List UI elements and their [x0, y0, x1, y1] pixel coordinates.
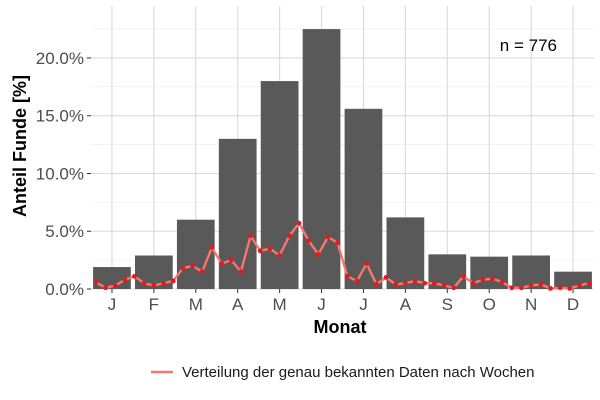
weekly-point	[470, 280, 476, 286]
grid	[91, 6, 594, 290]
weekly-point	[161, 280, 166, 286]
weekly-point	[93, 279, 99, 285]
weekly-point	[393, 281, 399, 287]
weekly-point	[132, 273, 137, 279]
weekly-point	[267, 246, 273, 251]
weekly-point	[335, 240, 341, 246]
x-tick-label: D	[567, 295, 579, 314]
weekly-point	[422, 280, 428, 286]
bar-8	[386, 217, 425, 289]
weekly-point	[373, 281, 379, 287]
weekly-point	[538, 281, 544, 287]
bar-7	[344, 108, 383, 290]
y-axis-title: Anteil Funde [%]	[10, 75, 30, 217]
weekly-point	[190, 263, 195, 269]
bars	[93, 29, 592, 290]
weekly-point	[480, 277, 486, 283]
bar-4	[218, 138, 257, 289]
x-tick-label: S	[442, 295, 453, 314]
weekly-point	[548, 286, 553, 291]
weekly-point	[499, 279, 505, 285]
weekly-point	[528, 283, 534, 288]
weekly-point	[519, 285, 524, 291]
x-tick-label: O	[483, 295, 496, 314]
weekly-point	[141, 280, 147, 286]
weekly-point	[383, 275, 389, 280]
x-tick-label: J	[317, 295, 326, 314]
weekly-point	[461, 273, 466, 279]
weekly-point	[451, 285, 457, 291]
weekly-point	[431, 280, 437, 286]
weekly-point	[257, 248, 263, 254]
weekly-point	[577, 283, 582, 288]
weekly-point	[344, 273, 350, 279]
weekly-point	[315, 251, 321, 257]
weekly-point	[402, 280, 408, 286]
weekly-point	[151, 283, 157, 288]
weekly-point	[412, 278, 418, 284]
weekly-point	[296, 220, 302, 226]
y-tick-label: 0.0%	[45, 280, 84, 299]
legend-label: Verteilung der genau bekannten Daten nac…	[182, 364, 535, 381]
weekly-point	[286, 233, 292, 239]
weekly-point	[170, 278, 176, 284]
y-tick-label: 15.0%	[36, 107, 84, 126]
weekly-point	[354, 278, 360, 284]
weekly-series-line	[95, 221, 590, 290]
weekly-point	[306, 238, 312, 243]
weekly-point	[364, 261, 370, 266]
bar-6	[302, 29, 341, 289]
weekly-point	[112, 283, 118, 288]
x-tick-label: J	[359, 295, 368, 314]
x-tick-label: N	[525, 295, 537, 314]
y-tick-label: 10.0%	[36, 164, 84, 183]
legend: Verteilung der genau bekannten Daten nac…	[151, 364, 535, 381]
weekly-point	[103, 285, 108, 291]
weekly-point	[441, 283, 447, 288]
x-tick-label: M	[273, 295, 287, 314]
y-tick-label: 5.0%	[45, 222, 84, 241]
weekly-point	[219, 261, 224, 266]
weekly-point	[180, 265, 186, 271]
x-tick-label: M	[189, 295, 203, 314]
weekly-point	[490, 276, 495, 282]
x-tick-label: F	[149, 295, 159, 314]
weekly-point	[557, 285, 563, 291]
weekly-point	[325, 234, 331, 240]
sample-size-annotation: n = 776	[500, 36, 557, 55]
x-tick-label: A	[400, 295, 412, 314]
panel-background	[91, 6, 594, 289]
bar-1	[93, 267, 131, 289]
weekly-point	[228, 257, 234, 263]
x-tick-label: A	[232, 295, 244, 314]
weekly-point	[586, 280, 592, 286]
weekly-point	[199, 269, 205, 275]
y-axis: 0.0% 5.0% 10.0% 15.0% 20.0%	[36, 49, 91, 299]
y-tick-label: 20.0%	[36, 49, 84, 68]
x-axis-title: Monat	[314, 317, 367, 337]
weekly-point	[509, 285, 515, 291]
weekly-point	[238, 269, 244, 275]
weekly-point	[277, 253, 283, 258]
x-tick-label: J	[108, 295, 117, 314]
weekly-point	[209, 245, 215, 250]
weekly-point	[122, 277, 128, 283]
weekly-point	[567, 286, 573, 291]
weekly-point	[248, 233, 254, 239]
weekly-line	[93, 220, 592, 291]
